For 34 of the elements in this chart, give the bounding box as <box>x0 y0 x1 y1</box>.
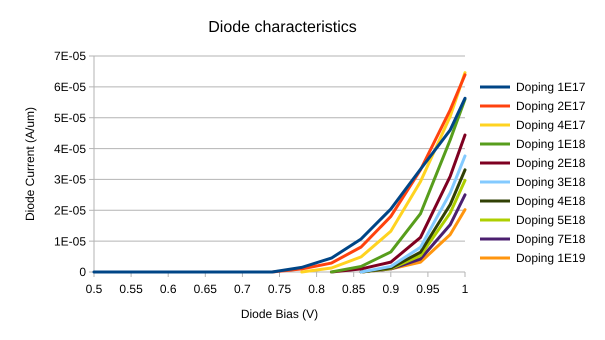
legend-label: Doping 4E17 <box>516 118 586 132</box>
x-axis-title: Diode Bias (V) <box>240 307 318 321</box>
x-tick-label: 0.55 <box>119 282 144 296</box>
legend-label: Doping 2E17 <box>516 99 586 114</box>
legend-label: Doping 1E18 <box>516 137 586 152</box>
legend-label: Doping 1E17 <box>516 80 586 94</box>
line-series <box>92 96 466 274</box>
legend-label: Doping 7E18 <box>516 232 586 246</box>
chart-title: Diode characteristics <box>208 19 357 36</box>
y-tick-label: 3E-05 <box>54 172 86 187</box>
y-tick-label: 7E-05 <box>54 49 86 64</box>
x-tick-label: 0.8 <box>308 282 326 296</box>
x-tick-label: 0.65 <box>194 282 218 296</box>
x-tick-label: 0.75 <box>268 282 292 296</box>
x-tick-label: 0.5 <box>86 282 103 296</box>
y-tick-label: 0 <box>79 265 86 280</box>
y-axis-title: Diode Current (A/um) <box>23 106 37 222</box>
legend-label: Doping 5E18 <box>516 213 586 228</box>
y-tick-label: 2E-05 <box>54 203 86 218</box>
x-tick-label: 1 <box>462 282 469 296</box>
x-tick-label: 0.85 <box>342 282 366 296</box>
y-tick-label: 6E-05 <box>54 80 86 94</box>
legend-label: Doping 3E18 <box>516 175 586 190</box>
legend-label: Doping 4E18 <box>516 194 586 208</box>
x-tick-label: 0.6 <box>160 282 177 296</box>
legend-label: Doping 2E18 <box>516 156 586 170</box>
legend-label: Doping 1E19 <box>516 251 586 266</box>
x-tick-label: 0.7 <box>234 282 252 296</box>
y-tick-label: 4E-05 <box>54 142 86 156</box>
x-tick-label: 0.9 <box>382 282 400 296</box>
y-tick-label: 5E-05 <box>54 110 86 125</box>
y-tick-label: 1E-05 <box>54 234 86 248</box>
x-tick-label: 0.95 <box>416 282 440 296</box>
line-series <box>330 98 466 274</box>
